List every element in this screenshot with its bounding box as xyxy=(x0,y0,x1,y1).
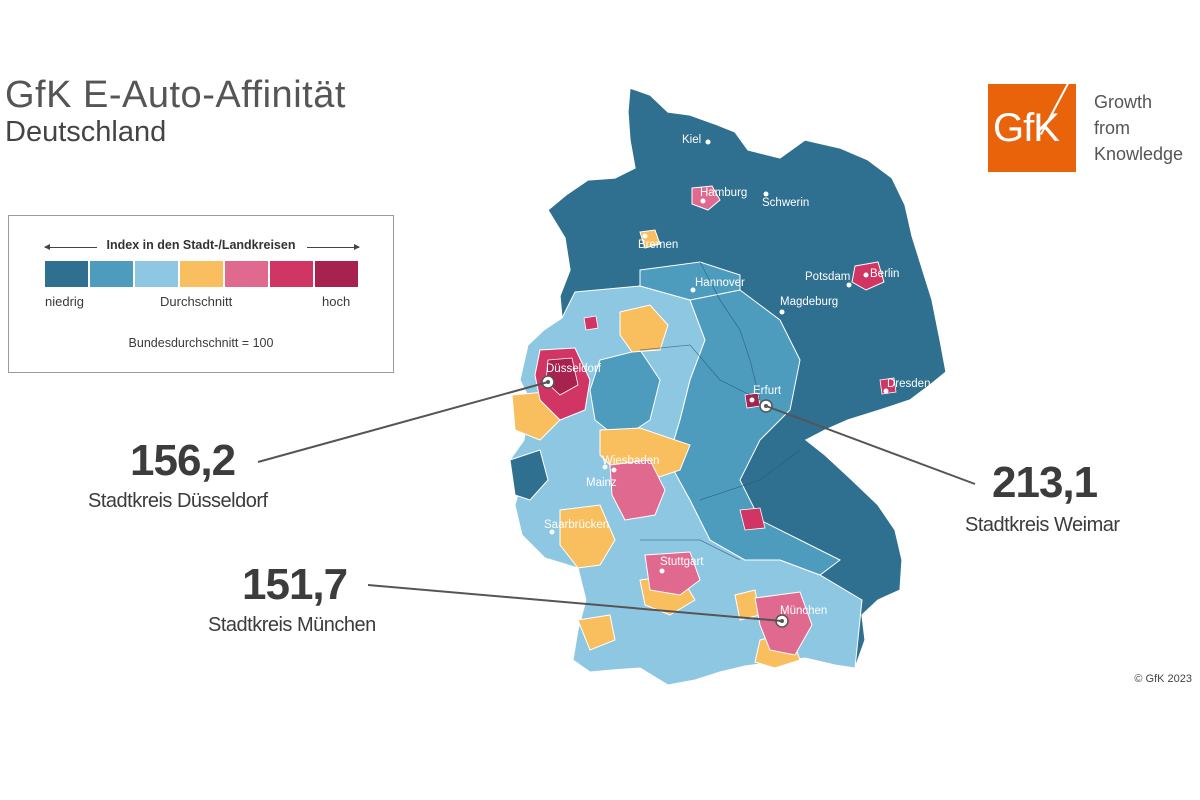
callout-caption-weimar: Stadtkreis Weimar xyxy=(965,514,1120,536)
legend-label-low: niedrig xyxy=(45,294,85,309)
callout-caption-muenchen: Stadtkreis München xyxy=(208,614,376,636)
city-saarbruecken: Saarbrücken xyxy=(544,519,609,535)
logo-tagline-line: from xyxy=(1094,118,1130,138)
city-label: Berlin xyxy=(870,268,899,280)
city-label: Wiesbaden xyxy=(602,455,660,467)
arrow-left-icon xyxy=(44,244,97,250)
city-label: München xyxy=(780,605,827,617)
legend-color-scale xyxy=(45,261,358,287)
logo-text: GfK xyxy=(993,106,1060,150)
city-stuttgart: Stuttgart xyxy=(659,556,704,574)
callout-value-muenchen: 151,7 xyxy=(242,560,348,609)
map-region-high xyxy=(609,459,666,521)
city-label: Bremen xyxy=(638,239,678,251)
map-region-high xyxy=(583,315,599,331)
map-region-dark xyxy=(509,449,549,501)
state-border xyxy=(639,261,801,561)
city-label: Saarbrücken xyxy=(544,519,609,531)
city-bremen: Bremen xyxy=(638,233,678,251)
city-label: Kiel xyxy=(682,134,701,146)
city-duesseldorf: Düsseldorf xyxy=(541,363,602,389)
legend-label-mid: Durchschnitt xyxy=(160,294,233,309)
city-kiel: Kiel xyxy=(682,134,711,146)
city-label: Potsdam xyxy=(805,271,850,283)
legend-swatch xyxy=(135,261,178,287)
legend-swatch xyxy=(45,261,88,287)
legend-swatch xyxy=(315,261,358,287)
map-region-high xyxy=(739,507,766,531)
city-berlin: Berlin xyxy=(863,268,899,280)
city-label: Schwerin xyxy=(762,197,809,209)
city-magdeburg: Magdeburg xyxy=(779,296,838,315)
map-region-average xyxy=(577,614,616,651)
map-region-high xyxy=(644,551,701,596)
city-label: Magdeburg xyxy=(780,296,838,308)
city-schwerin: Schwerin xyxy=(762,191,809,209)
arrow-right-icon xyxy=(307,244,360,250)
city-wiesbaden: Wiesbaden xyxy=(602,455,660,470)
city-mainz: Mainz xyxy=(586,467,617,489)
legend-label-high: hoch xyxy=(322,294,351,309)
copyright: © GfK 2023 xyxy=(1134,673,1192,685)
city-label: Stuttgart xyxy=(660,556,704,568)
city-label: Hamburg xyxy=(700,187,747,199)
legend: Index in den Stadt-/Landkreisen niedrig … xyxy=(8,215,394,373)
callout-caption-duesseldorf: Stadtkreis Düsseldorf xyxy=(88,490,268,512)
map-region-average xyxy=(559,504,616,569)
city-hamburg: Hamburg xyxy=(700,187,747,204)
callout-line-weimar xyxy=(765,405,976,485)
logo-tagline-line: Knowledge xyxy=(1094,144,1184,164)
logo-tagline-line: Growth xyxy=(1094,92,1153,112)
city-dresden: Dresden xyxy=(883,378,930,394)
map-region-mid xyxy=(667,289,841,576)
callout-value-weimar: 213,1 xyxy=(992,458,1098,507)
city-label: Düsseldorf xyxy=(546,363,602,375)
map-region-average xyxy=(619,304,669,353)
legend-swatch xyxy=(225,261,268,287)
city-potsdam: Potsdam xyxy=(805,271,852,288)
gfk-logo: GfK xyxy=(988,84,1076,172)
legend-heading: Index in den Stadt-/Landkreisen xyxy=(106,238,296,252)
legend-note: Bundesdurchschnitt = 100 xyxy=(128,336,274,350)
map-subtitle: Deutschland xyxy=(5,116,167,148)
city-label: Erfurt xyxy=(753,385,782,397)
city-label: Hannover xyxy=(695,277,745,289)
map-region-high xyxy=(691,185,721,211)
callout-value-duesseldorf: 156,2 xyxy=(130,436,236,485)
legend-swatch xyxy=(270,261,313,287)
legend-swatch xyxy=(90,261,133,287)
map-title: GfK E-Auto-Affinität xyxy=(5,74,346,116)
callout-line-muenchen xyxy=(367,584,783,622)
city-hannover: Hannover xyxy=(690,277,745,293)
city-label: Mainz xyxy=(586,477,617,489)
city-label: Dresden xyxy=(887,378,930,390)
legend-swatch xyxy=(180,261,223,287)
callout-line-duesseldorf xyxy=(257,381,549,463)
